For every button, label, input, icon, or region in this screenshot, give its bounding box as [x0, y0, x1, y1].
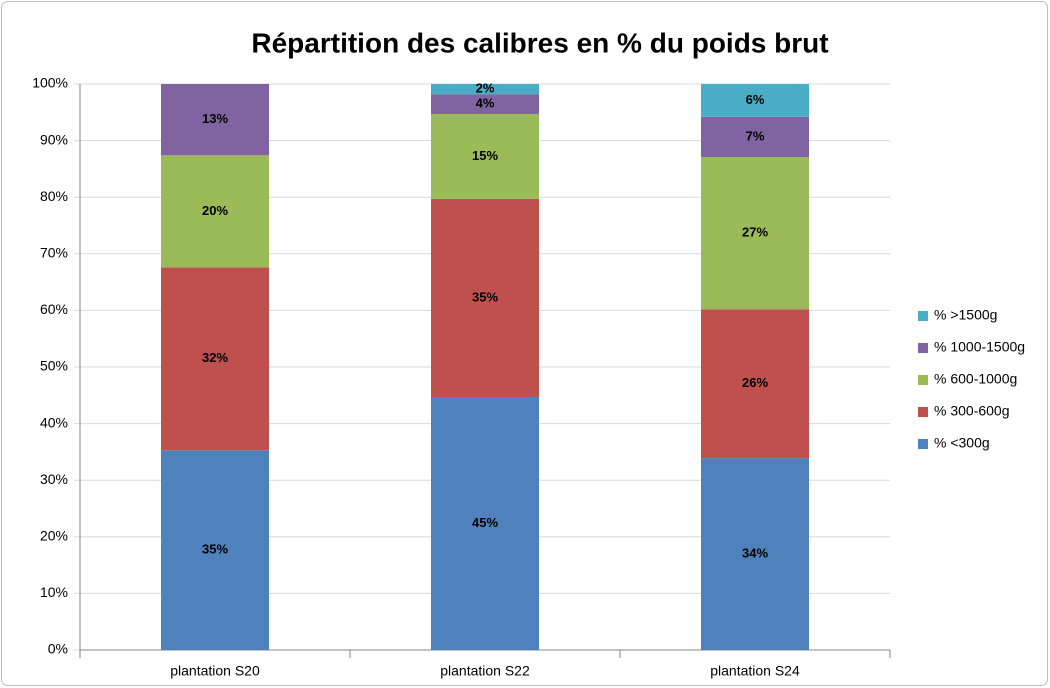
legend-label: % 600-1000g	[934, 371, 1017, 387]
legend-swatch	[918, 375, 928, 385]
y-tick-label: 30%	[40, 471, 68, 487]
bar-segment	[701, 458, 809, 650]
y-tick-label: 0%	[48, 641, 68, 657]
data-label: 15%	[472, 148, 498, 163]
legend-label: % 1000-1500g	[934, 339, 1025, 355]
data-label: 34%	[742, 546, 768, 561]
y-tick-label: 90%	[40, 131, 68, 147]
legend-swatch	[918, 407, 928, 417]
bar-segment	[701, 84, 809, 117]
bar-segment	[701, 309, 809, 459]
chart-title: Répartition des calibres en % du poids b…	[251, 27, 828, 58]
legend-swatch	[918, 311, 928, 321]
y-tick-label: 20%	[40, 528, 68, 544]
data-label: 6%	[746, 92, 765, 107]
bar-segment	[431, 198, 539, 397]
bar-segment	[161, 84, 269, 156]
data-label: 35%	[472, 289, 498, 304]
bar-segment	[701, 157, 809, 310]
x-tick-label: plantation S22	[440, 663, 530, 679]
bar-segment	[701, 116, 809, 158]
data-label: 26%	[742, 375, 768, 390]
y-tick-label: 40%	[40, 414, 68, 430]
bar-segment	[161, 450, 269, 650]
legend-label: % 300-600g	[934, 403, 1010, 419]
bar-segment	[161, 155, 269, 268]
data-label: 27%	[742, 225, 768, 240]
data-label: 45%	[472, 515, 498, 530]
x-tick-label: plantation S24	[710, 663, 800, 679]
legend-label: % <300g	[934, 435, 990, 451]
y-tick-label: 70%	[40, 245, 68, 261]
y-tick-label: 50%	[40, 358, 68, 374]
data-label: 13%	[202, 111, 228, 126]
data-label: 4%	[476, 96, 495, 111]
data-label: 2%	[476, 81, 495, 96]
bar-segment	[431, 396, 539, 650]
y-tick-label: 60%	[40, 301, 68, 317]
data-label: 20%	[202, 203, 228, 218]
y-tick-label: 10%	[40, 584, 68, 600]
bar-segment	[431, 94, 539, 114]
data-label: 32%	[202, 350, 228, 365]
bar-segment	[431, 113, 539, 199]
legend-label: % >1500g	[934, 307, 997, 323]
data-label: 35%	[202, 542, 228, 557]
y-tick-label: 100%	[32, 75, 68, 91]
x-tick-label: plantation S20	[170, 663, 260, 679]
y-tick-label: 80%	[40, 188, 68, 204]
legend-swatch	[918, 343, 928, 353]
legend-swatch	[918, 439, 928, 449]
bar-segment	[161, 267, 269, 451]
bar-segment	[431, 84, 539, 95]
data-label: 7%	[746, 128, 765, 143]
